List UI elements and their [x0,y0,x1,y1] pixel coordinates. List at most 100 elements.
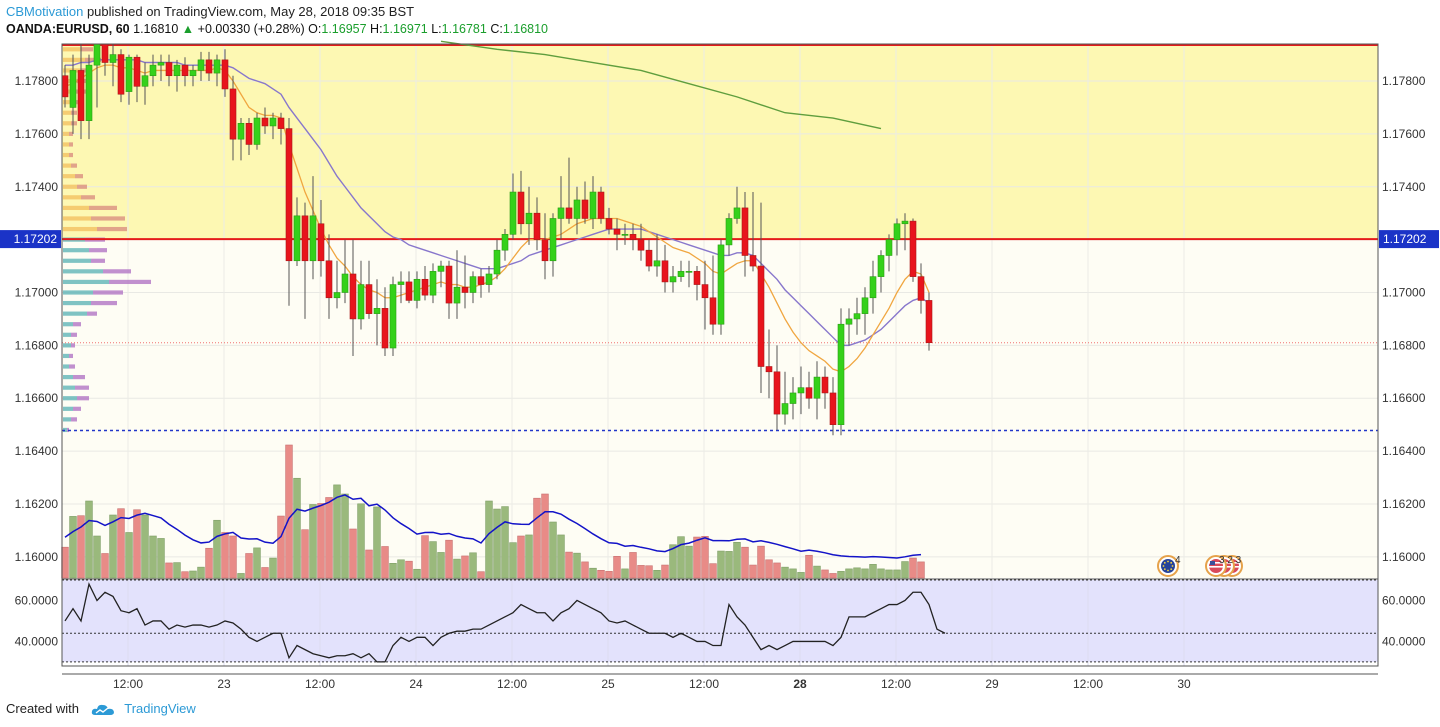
candle[interactable] [253,112,261,150]
candle[interactable] [317,199,325,277]
candle[interactable] [413,271,421,309]
candle[interactable] [925,292,933,351]
candle[interactable] [717,239,725,335]
candle[interactable] [893,218,901,256]
candle[interactable] [805,371,813,409]
us-flag-icon[interactable]: 3 2 3 [1205,555,1243,577]
candle[interactable] [133,54,141,103]
candle[interactable] [677,260,685,282]
candle[interactable] [181,57,189,87]
candle[interactable] [189,65,197,87]
candle[interactable] [869,260,877,314]
candle[interactable] [725,213,733,256]
candle[interactable] [597,186,605,224]
candle[interactable] [293,197,301,267]
candle[interactable] [757,202,765,393]
candle[interactable] [541,213,549,280]
candle[interactable] [573,186,581,235]
candle[interactable] [397,271,405,304]
candle[interactable] [357,260,365,330]
candle[interactable] [325,234,333,319]
candle[interactable] [629,223,637,251]
candle[interactable] [589,176,597,230]
candle[interactable] [269,112,277,140]
candle[interactable] [909,218,917,282]
candle[interactable] [821,366,829,409]
candle[interactable] [237,118,245,161]
candle[interactable] [485,266,493,293]
candle[interactable] [341,239,349,304]
candle[interactable] [701,260,709,330]
candle[interactable] [653,234,661,277]
candle[interactable] [773,345,781,430]
candle[interactable] [197,51,205,82]
candle[interactable] [533,197,541,251]
candle[interactable] [245,118,253,156]
candle[interactable] [693,266,701,301]
candle[interactable] [797,366,805,415]
candle[interactable] [205,51,213,82]
candle[interactable] [613,218,621,251]
candle[interactable] [405,271,413,304]
candle[interactable] [461,255,469,309]
candle[interactable] [741,192,749,277]
candle[interactable] [421,266,429,301]
candle[interactable] [501,229,509,261]
candle[interactable] [285,118,293,306]
candle[interactable] [557,176,565,240]
candle[interactable] [493,239,501,280]
candle[interactable] [917,263,925,314]
candle[interactable] [445,260,453,319]
candle[interactable] [709,255,717,335]
candle[interactable] [885,234,893,272]
candle[interactable] [509,173,517,240]
candle[interactable] [261,107,269,134]
candle[interactable] [469,271,477,304]
candle[interactable] [221,49,229,97]
candle[interactable] [517,170,525,235]
candle[interactable] [661,244,669,293]
candle[interactable] [173,59,181,92]
candle[interactable] [549,213,557,277]
candle[interactable] [389,276,397,356]
candle[interactable] [77,44,85,140]
candle[interactable] [141,62,149,105]
candle[interactable] [149,54,157,87]
candle[interactable] [333,260,341,309]
candle[interactable] [901,213,909,251]
candle[interactable] [645,239,653,272]
candle[interactable] [669,266,677,293]
candle[interactable] [277,112,285,145]
symbol-label[interactable]: OANDA:EURUSD, 60 [6,22,130,36]
candle[interactable] [309,176,317,280]
candle[interactable] [685,260,693,288]
candle[interactable] [429,263,437,304]
candle[interactable] [301,202,309,319]
candle[interactable] [117,49,125,103]
candle[interactable] [845,308,853,346]
candle[interactable] [349,239,357,356]
candle[interactable] [581,181,589,224]
candle[interactable] [381,287,389,356]
candle[interactable] [373,279,381,346]
candle[interactable] [637,223,645,261]
candle[interactable] [125,54,133,105]
candle[interactable] [229,75,237,161]
candle[interactable] [861,287,869,335]
candle[interactable] [789,377,797,420]
candle[interactable] [813,361,821,420]
candle[interactable] [733,186,741,224]
candle[interactable] [749,192,757,272]
candle[interactable] [829,377,837,436]
candle[interactable] [109,44,117,87]
candle[interactable] [157,54,165,82]
candle[interactable] [765,329,773,399]
candle[interactable] [69,54,77,134]
tradingview-brand[interactable]: TradingView [124,701,196,716]
candle[interactable] [365,260,373,319]
candle[interactable] [525,186,533,245]
candle[interactable] [165,54,173,87]
candle[interactable] [477,268,485,298]
candle[interactable] [781,371,789,425]
